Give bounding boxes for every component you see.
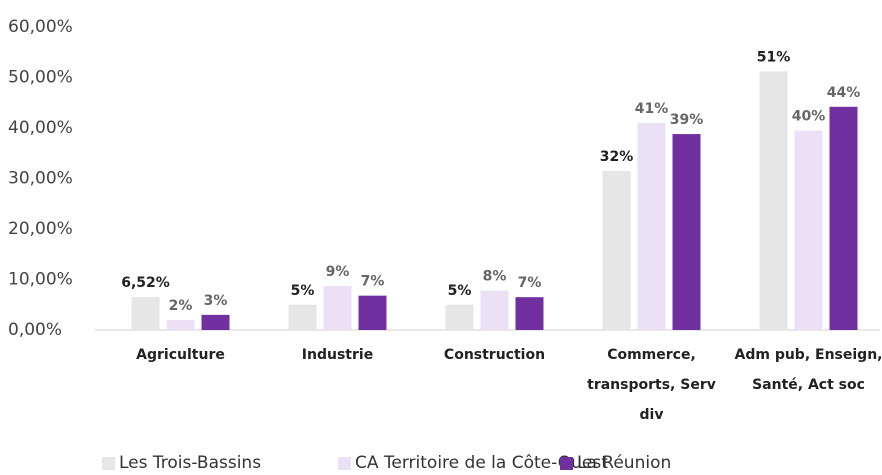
data-label: 8%	[483, 269, 507, 285]
data-label: 51%	[757, 49, 791, 65]
legend-swatch	[560, 456, 573, 470]
bar	[637, 122, 666, 330]
bar	[829, 106, 858, 330]
bar	[515, 297, 544, 330]
bar	[166, 319, 195, 330]
bar	[201, 314, 230, 330]
legend-label: CA Territoire de la Côte-Ouest	[355, 453, 608, 473]
data-label: 32%	[600, 149, 634, 165]
x-tick-label: Adm pub, Enseign, Santé, Act soc	[734, 347, 882, 393]
y-tick-label: 30,00%	[8, 169, 73, 189]
bar	[323, 286, 352, 330]
bar	[759, 71, 788, 330]
bar	[445, 304, 474, 330]
x-tick-label: Agriculture	[136, 347, 225, 363]
legend-swatch	[338, 456, 351, 470]
data-label: 5%	[448, 283, 472, 299]
bar	[794, 130, 823, 330]
data-label: 40%	[792, 109, 826, 125]
x-tick-label: Construction	[443, 347, 546, 363]
data-label: 5%	[291, 283, 315, 299]
bar	[288, 304, 317, 330]
y-tick-label: 50,00%	[8, 68, 73, 88]
data-label: 44%	[827, 85, 861, 101]
data-label: 7%	[361, 274, 385, 290]
legend-item: CA Territoire de la Côte-Ouest	[338, 453, 608, 473]
legend-label: Les Trois-Bassins	[119, 453, 262, 473]
x-tick-label: Commerce, transports, Serv div	[587, 347, 716, 423]
y-tick-label: 0,00%	[8, 320, 62, 340]
legend-label: La Réunion	[577, 453, 672, 473]
data-label: 9%	[326, 264, 350, 280]
bar	[480, 290, 509, 330]
y-tick-label: 60,00%	[8, 17, 73, 37]
data-label: 6,52%	[121, 275, 170, 291]
bar	[131, 297, 160, 330]
data-label: 7%	[518, 275, 542, 291]
bar	[602, 170, 631, 330]
y-tick-label: 40,00%	[8, 118, 73, 138]
data-label: 2%	[169, 298, 193, 314]
y-tick-label: 20,00%	[8, 219, 73, 239]
data-label: 3%	[204, 293, 228, 309]
bar	[672, 134, 701, 330]
legend-item: Les Trois-Bassins	[102, 453, 261, 473]
data-label: 39%	[670, 112, 704, 128]
y-tick-label: 10,00%	[8, 270, 73, 290]
bar	[358, 295, 387, 330]
legend-swatch	[102, 456, 115, 470]
x-tick-label: Industrie	[301, 347, 374, 363]
legend-item: La Réunion	[560, 453, 671, 473]
data-label: 41%	[635, 101, 669, 117]
